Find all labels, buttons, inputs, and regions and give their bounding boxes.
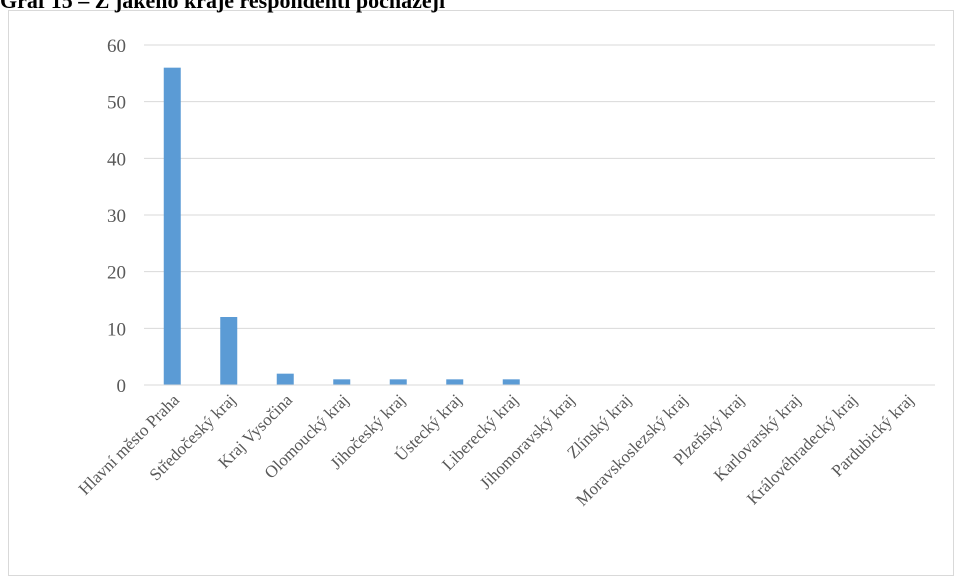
- y-tick-label: 20: [107, 263, 126, 284]
- y-tick-label: 30: [107, 206, 126, 227]
- y-axis-tick-labels: 0 10 20 30 40 50 60: [107, 36, 126, 397]
- y-tick-label: 10: [107, 319, 126, 340]
- y-tick-label: 0: [117, 376, 127, 397]
- y-tick-label: 50: [107, 93, 126, 114]
- x-category-label: Jihomoravský kraj: [476, 390, 579, 493]
- bar: [276, 373, 294, 385]
- bars: [163, 67, 520, 386]
- x-category-label: Královéhradecký kraj: [743, 390, 861, 508]
- bar: [220, 317, 238, 385]
- chart-title: Graf 15 – Z jakého kraje respondenti poc…: [0, 0, 446, 13]
- chart-frame: [8, 10, 954, 576]
- bar: [389, 379, 407, 385]
- bar: [502, 379, 520, 385]
- x-category-label: Hlavní město Praha: [75, 390, 184, 499]
- bar: [333, 379, 351, 385]
- gridlines: [144, 44, 935, 329]
- bar: [446, 379, 464, 385]
- bar: [163, 67, 181, 386]
- y-tick-label: 40: [107, 149, 126, 170]
- y-tick-label: 60: [107, 36, 126, 57]
